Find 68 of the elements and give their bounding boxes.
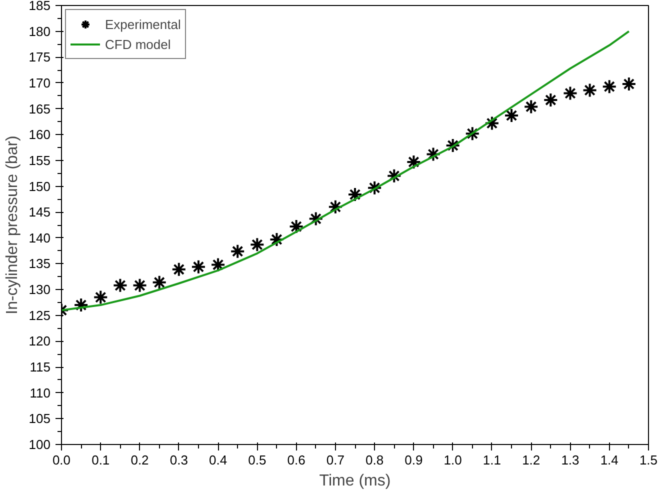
y-tick-label: 115 <box>30 360 51 375</box>
point <box>348 187 362 202</box>
y-tick-label: 175 <box>28 50 51 65</box>
point <box>250 237 265 252</box>
x-axis-title: Time (ms) <box>319 472 391 490</box>
x-tick-label: 1.4 <box>600 452 618 468</box>
point <box>445 138 460 153</box>
y-tick-label: 160 <box>28 127 51 142</box>
y-tick-label: 110 <box>30 385 51 400</box>
y-tick-label: 170 <box>28 75 51 90</box>
y-tick-label: 135 <box>28 256 51 272</box>
point <box>543 92 558 108</box>
y-tick-label: 180 <box>28 24 51 39</box>
point <box>602 79 617 94</box>
point <box>328 199 343 214</box>
x-tick-label: 0.2 <box>130 452 149 468</box>
point <box>582 82 598 98</box>
y-tick-label: 120 <box>28 334 51 349</box>
y-tick-label: 140 <box>28 230 51 246</box>
x-tick-label: 1.1 <box>482 452 502 468</box>
y-tick-label: 105 <box>28 411 51 426</box>
point <box>484 116 500 131</box>
x-tick-label: 1.0 <box>444 452 462 468</box>
x-tick-label: 0.0 <box>52 452 71 468</box>
x-tick-label: 0.8 <box>366 452 384 468</box>
point <box>152 274 167 290</box>
point <box>504 108 520 124</box>
y-tick-label: 145 <box>28 204 51 220</box>
y-tick-label: 100 <box>28 437 51 452</box>
x-tick-label: 0.9 <box>404 452 423 468</box>
point <box>210 257 226 272</box>
y-tick-label: 125 <box>28 308 51 323</box>
y-tick-label: 155 <box>28 152 51 168</box>
point <box>386 168 402 184</box>
point <box>621 76 636 92</box>
point <box>524 99 539 114</box>
y-tick-label: 130 <box>28 282 51 298</box>
x-tick-label: 1.5 <box>639 452 658 468</box>
y-tick-label: 150 <box>28 178 51 194</box>
x-tick-label: 1.2 <box>522 452 540 468</box>
x-tick-label: 0.3 <box>170 452 188 468</box>
point <box>93 290 108 305</box>
point <box>367 180 382 196</box>
legend-label: Experimental <box>105 16 181 32</box>
point <box>288 219 304 234</box>
point <box>269 232 284 247</box>
point <box>562 86 578 101</box>
x-tick-label: 1.3 <box>561 452 580 468</box>
point <box>406 154 422 170</box>
y-tick-label: 165 <box>28 101 51 116</box>
x-tick-label: 0.7 <box>326 452 344 468</box>
x-tick-label: 0.5 <box>248 452 266 468</box>
point <box>132 278 148 293</box>
point <box>230 244 246 259</box>
y-axis-title: In-cylinder pressure (bar) <box>4 136 21 314</box>
y-tick-label: 185 <box>28 0 51 13</box>
point <box>74 298 89 313</box>
legend-label: CFD model <box>105 36 171 52</box>
x-tick-label: 0.6 <box>287 452 306 468</box>
point <box>426 146 441 162</box>
point <box>308 211 324 226</box>
x-tick-label: 0.4 <box>208 452 228 468</box>
line-series <box>62 30 630 312</box>
x-tick-label: 0.1 <box>92 452 110 468</box>
point <box>112 278 128 293</box>
point <box>171 262 186 277</box>
point <box>464 126 480 142</box>
point <box>190 259 206 274</box>
